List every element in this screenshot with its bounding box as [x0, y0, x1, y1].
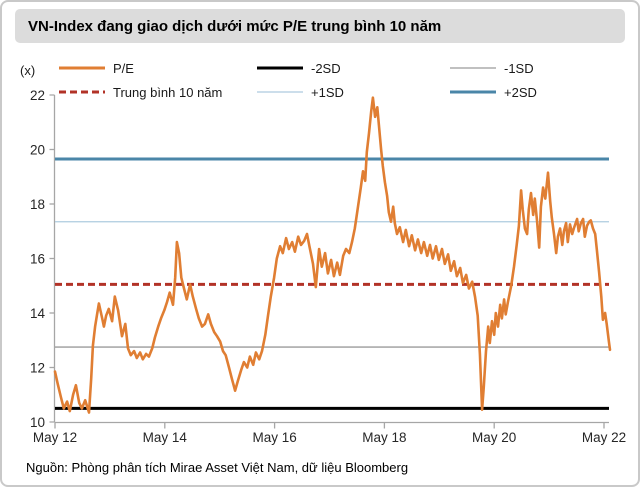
legend-swatch-mean-10y — [59, 90, 105, 94]
x-tick-label-may-20: May 20 — [472, 430, 516, 445]
y-tick-label-16: 16 — [30, 251, 45, 266]
chart-legend: P/E -2SD -1SD Trung bình 10 năm +1SD +2SD — [2, 2, 638, 112]
legend-item-mean-10y: Trung bình 10 năm — [59, 84, 223, 100]
y-axis-unit-label: (x) — [20, 63, 36, 78]
legend-swatch-minus-2sd — [257, 66, 303, 70]
y-tick-label-18: 18 — [30, 197, 45, 212]
y-tick-label-20: 20 — [30, 142, 45, 157]
legend-swatch-plus-1sd — [257, 91, 303, 93]
y-tick-label-22: 22 — [30, 88, 45, 103]
legend-item-plus-2sd: +2SD — [450, 84, 537, 100]
legend-item-minus-2sd: -2SD — [257, 60, 341, 76]
legend-label-pe: P/E — [113, 60, 134, 76]
legend-item-minus-1sd: -1SD — [450, 60, 534, 76]
legend-label-plus-1sd: +1SD — [311, 84, 344, 100]
source-note: Nguồn: Phòng phân tích Mirae Asset Việt … — [26, 460, 409, 475]
legend-label-plus-2sd: +2SD — [504, 84, 537, 100]
y-tick-label-14: 14 — [30, 306, 46, 321]
x-tick-label-may-16: May 16 — [252, 430, 296, 445]
legend-label-minus-1sd: -1SD — [504, 60, 534, 76]
legend-swatch-pe — [59, 66, 105, 70]
legend-label-minus-2sd: -2SD — [311, 60, 341, 76]
chart-title: VN-Index đang giao dịch dưới mức P/E tru… — [15, 9, 625, 43]
y-tick-label-10: 10 — [30, 415, 45, 430]
legend-swatch-minus-1sd — [450, 67, 496, 69]
y-tick-label-12: 12 — [30, 360, 45, 375]
legend-label-mean-10y: Trung bình 10 năm — [113, 84, 223, 100]
x-tick-label-may-12: May 12 — [33, 430, 77, 445]
series-line-p-e — [53, 96, 612, 414]
x-tick-label-may-18: May 18 — [362, 430, 406, 445]
x-tick-label-may-14: May 14 — [143, 430, 188, 445]
legend-item-pe: P/E — [59, 60, 134, 76]
x-tick-label-may-22: May 22 — [582, 430, 626, 445]
legend-swatch-plus-2sd — [450, 90, 496, 94]
legend-item-plus-1sd: +1SD — [257, 84, 344, 100]
